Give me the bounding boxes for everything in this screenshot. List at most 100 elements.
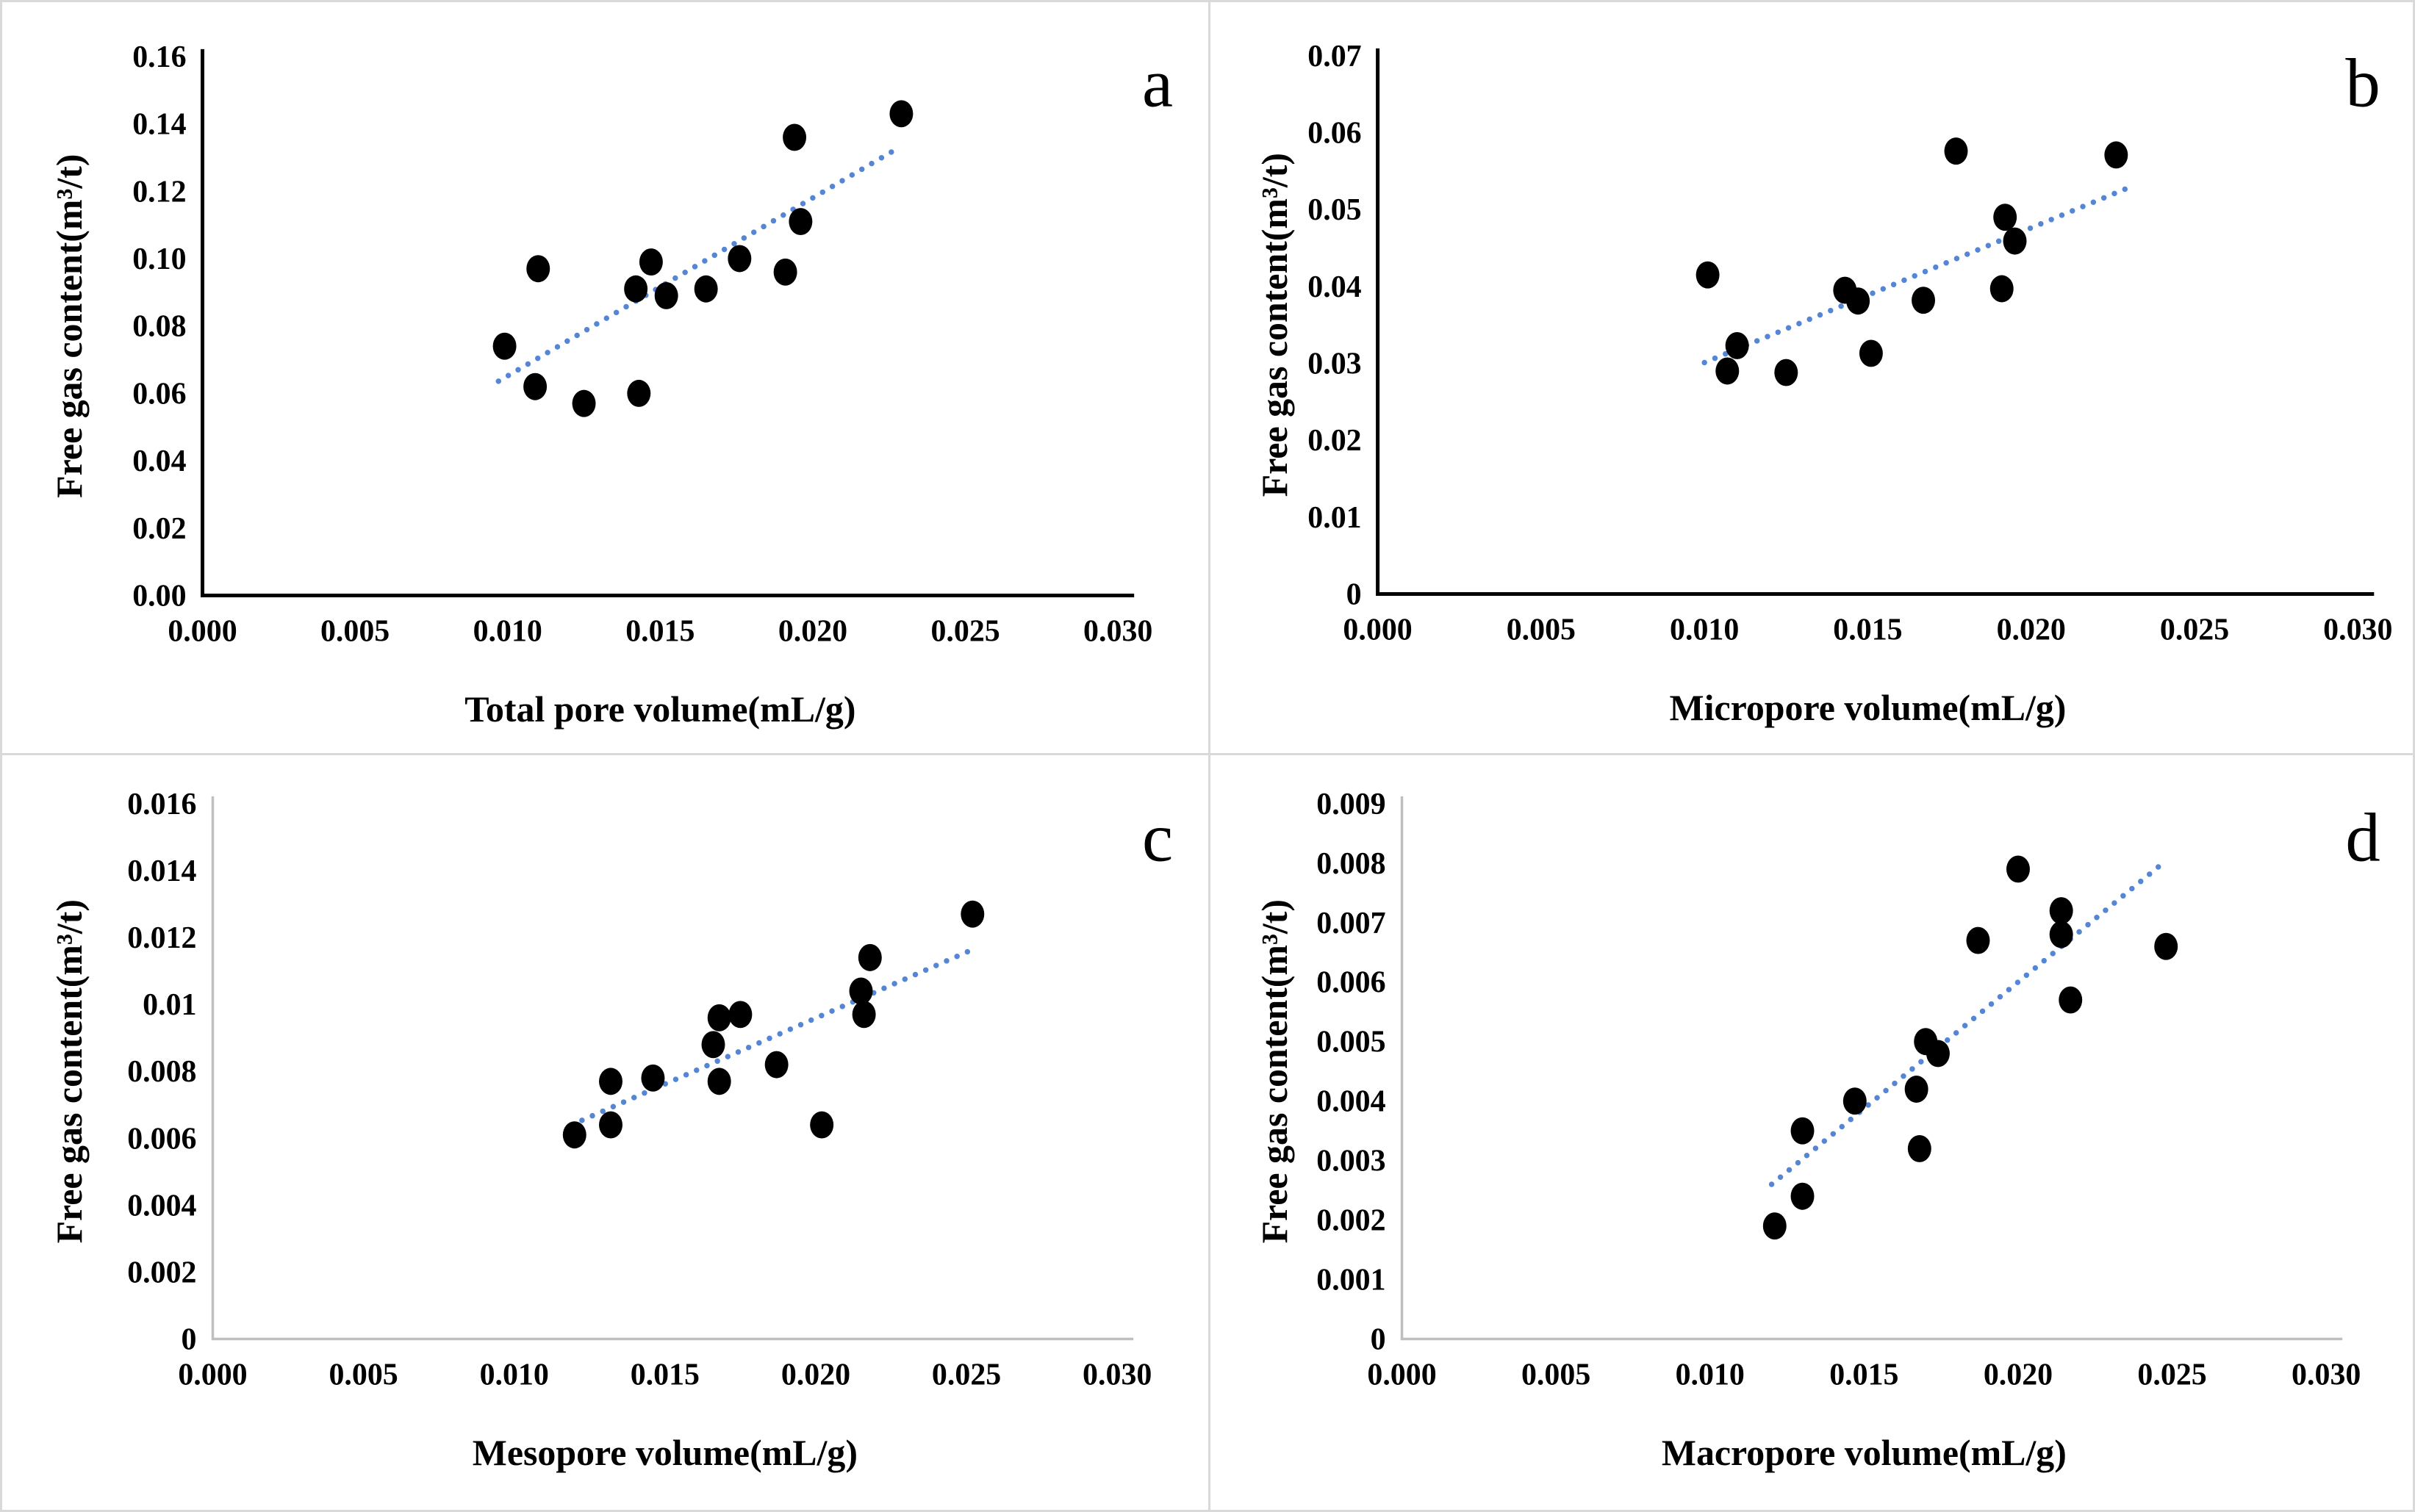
data-point <box>599 1111 622 1139</box>
panel-divider-vertical <box>1208 2 1210 1510</box>
y-tick-label: 0.05 <box>1307 193 1361 227</box>
y-tick-label: 0.03 <box>1307 347 1361 381</box>
axis-lines <box>201 48 1135 598</box>
data-point <box>1907 1135 1931 1163</box>
data-point <box>523 372 548 400</box>
data-point <box>728 1001 753 1029</box>
axis-lines <box>1400 796 2343 1341</box>
x-axis-title: Total pore volume(mL/g) <box>464 689 855 730</box>
x-tick-label: 0.020 <box>1997 613 2066 647</box>
x-tick-label: 0.030 <box>1083 1358 1152 1392</box>
scatter-plot-c: 0 0.002 0.004 0.006 0.008 0.01 0.012 0.014 0.016… <box>49 788 1173 1473</box>
data-point <box>1842 1087 1867 1115</box>
y-tick-label: 0.16 <box>132 40 186 74</box>
y-tick-label: 0.008 <box>1316 847 1385 881</box>
panel-divider-horizontal <box>2 753 2413 755</box>
y-tick-label: 0.10 <box>132 242 186 276</box>
x-tick-label: 0.015 <box>1833 613 1902 647</box>
data-point <box>852 1001 876 1029</box>
panel-letter: d <box>2345 799 2380 876</box>
x-tick-label: 0.030 <box>2323 613 2392 647</box>
data-point <box>1993 204 2017 231</box>
y-tick-label: 0.012 <box>127 921 196 955</box>
x-tick-label: 0.025 <box>932 1358 1001 1392</box>
data-point <box>1912 287 1936 314</box>
x-tick-label: 0.010 <box>480 1358 549 1392</box>
trendline <box>1768 860 2166 1187</box>
x-tick-label: 0.000 <box>1343 613 1412 647</box>
y-tick-label: 0.007 <box>1316 907 1385 940</box>
data-point <box>961 900 985 928</box>
trendline <box>495 147 898 384</box>
y-tick-label: 0 <box>1371 1323 1386 1357</box>
y-tick-label: 0.02 <box>132 512 186 546</box>
data-point <box>624 275 648 303</box>
data-point <box>654 281 678 309</box>
y-tick-label: 0.06 <box>1307 117 1361 151</box>
x-tick-label: 0.000 <box>178 1358 247 1392</box>
y-tick-label: 0.08 <box>132 310 186 344</box>
y-tick-label: 0.008 <box>127 1055 196 1089</box>
data-point <box>2104 141 2128 169</box>
y-tick-label: 0.004 <box>127 1189 196 1223</box>
data-point <box>572 389 596 417</box>
x-tick-label: 0.030 <box>1083 614 1152 648</box>
y-tick-label: 0.01 <box>1307 501 1361 535</box>
x-axis-title: Macropore volume(mL/g) <box>1662 1433 2067 1473</box>
x-tick-label: 0.030 <box>2292 1358 2361 1392</box>
y-tick-label: 0.014 <box>127 854 196 888</box>
data-point <box>2154 932 2178 960</box>
y-tick-label: 0.001 <box>1316 1264 1385 1297</box>
data-point <box>858 944 882 971</box>
y-tick-label: 0.01 <box>143 988 196 1022</box>
data-point <box>2006 855 2030 883</box>
scatter-plot-d: 0 0.001 0.002 0.003 0.004 0.005 0.006 0.007 0.00… <box>1255 788 2380 1473</box>
x-tick-label: 0.010 <box>473 614 542 648</box>
scatter-plot-a: 0.00 0.02 0.04 0.06 0.08 0.10 0.12 0.14 0.16 0.00… <box>49 40 1173 730</box>
data-point <box>728 245 752 273</box>
y-tick-label: 0.04 <box>1307 270 1361 304</box>
data-point <box>810 1111 834 1139</box>
trendline <box>568 948 972 1128</box>
x-tick-label: 0.015 <box>631 1358 700 1392</box>
x-tick-label: 0.005 <box>320 614 390 648</box>
panel-letter: b <box>2345 45 2380 122</box>
data-point <box>849 977 873 1005</box>
y-tick-label: 0.02 <box>1307 424 1361 458</box>
x-tick-label: 0.000 <box>1367 1358 1436 1392</box>
y-axis-title: Free gas content(m³/t) <box>49 154 90 497</box>
y-tick-label: 0.04 <box>132 444 186 478</box>
y-tick-label: 0 <box>182 1323 197 1357</box>
panel-a: 0.00 0.02 0.04 0.06 0.08 0.10 0.12 0.14 0.16 0.00… <box>2 2 1208 757</box>
x-tick-label: 0.025 <box>2160 613 2229 647</box>
x-tick-label: 0.010 <box>1670 613 1739 647</box>
x-axis-title: Mesopore volume(mL/g) <box>473 1433 858 1473</box>
data-point <box>701 1031 725 1059</box>
y-tick-label: 0.004 <box>1316 1085 1385 1119</box>
data-point <box>764 1051 789 1079</box>
y-tick-label: 0.006 <box>1316 966 1385 1000</box>
panel-c: 0 0.002 0.004 0.006 0.008 0.01 0.012 0.014 0.016… <box>2 757 1208 1510</box>
y-tick-label: 0 <box>1346 577 1362 611</box>
x-tick-label: 0.015 <box>625 614 695 648</box>
y-tick-label: 0.00 <box>132 579 186 613</box>
data-point <box>1989 275 2014 303</box>
data-point <box>1846 287 1870 315</box>
x-axis-title: Micropore volume(mL/g) <box>1670 688 2067 728</box>
x-tick-label: 0.020 <box>781 1358 850 1392</box>
trendline <box>1701 186 2129 366</box>
y-tick-label: 0.06 <box>132 377 186 411</box>
data-point <box>599 1068 622 1095</box>
panel-b: 0 0.01 0.02 0.03 0.04 0.05 0.06 0.07 0.000 0.005 0… <box>1208 2 2413 757</box>
y-axis-title: Free gas content(m³/t) <box>1255 899 1295 1243</box>
y-tick-label: 0.14 <box>132 108 186 142</box>
x-tick-label: 0.000 <box>168 614 237 648</box>
data-point <box>1762 1212 1787 1240</box>
y-tick-label: 0.07 <box>1307 40 1361 73</box>
data-point <box>1926 1040 1950 1068</box>
data-point <box>2049 921 2073 948</box>
data-point <box>1715 357 1740 385</box>
data-point <box>492 332 517 360</box>
